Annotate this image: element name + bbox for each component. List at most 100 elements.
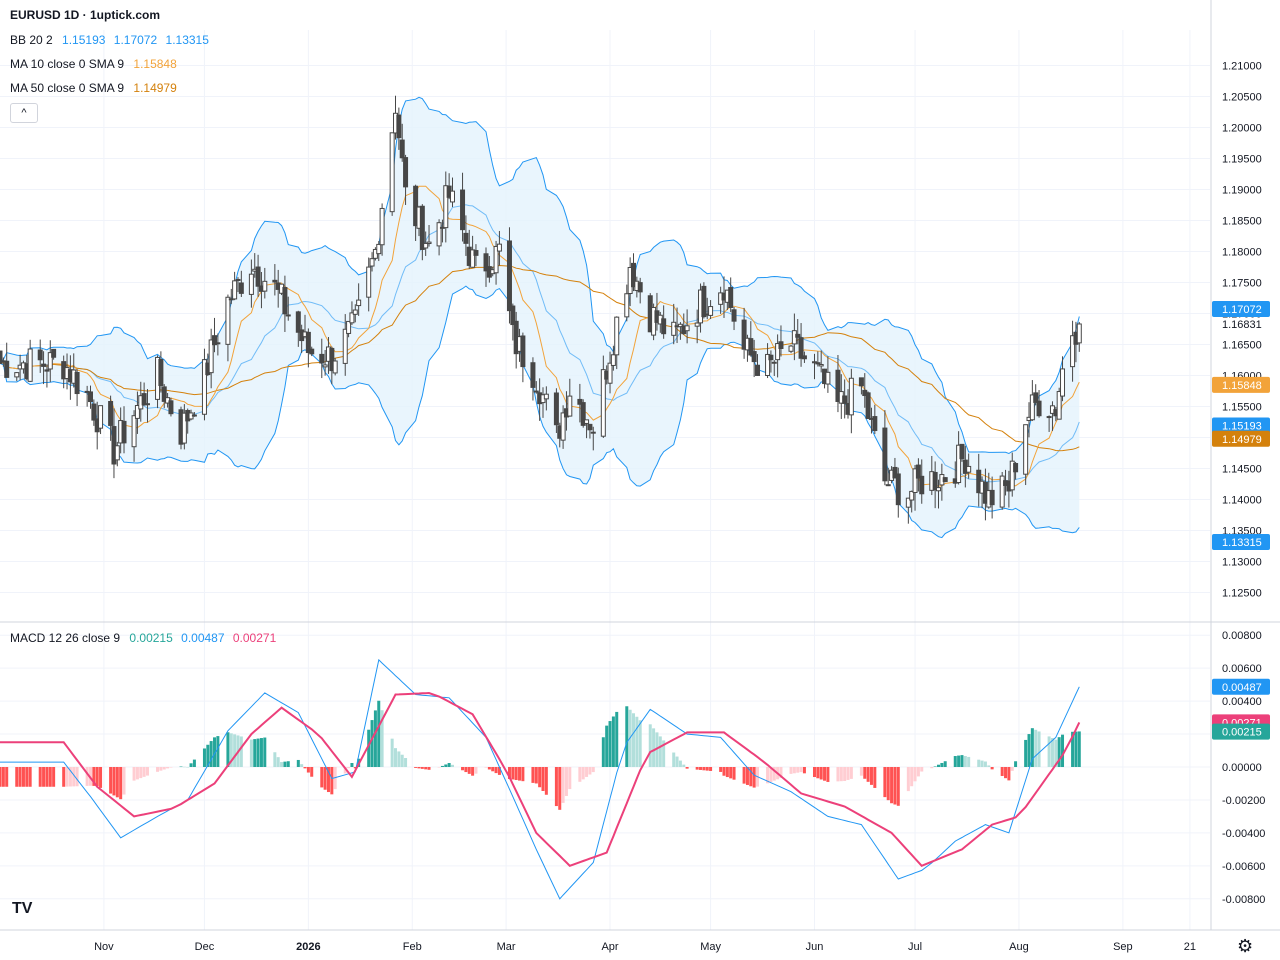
macd-hist-bar <box>802 767 806 774</box>
macd-label: 0.00215 <box>1222 727 1262 739</box>
candle-body <box>111 426 117 465</box>
candle-body <box>909 490 915 501</box>
macd-hist-bar <box>883 767 887 798</box>
last-price-label: 1.16831 <box>1222 319 1262 331</box>
candle-body <box>798 337 804 359</box>
macd-hist-bar <box>913 767 917 782</box>
candle-body <box>684 325 690 332</box>
ma10-line <box>0 185 1080 488</box>
candle-body <box>1076 323 1082 344</box>
candle-body <box>443 185 449 229</box>
macd-hist-bar <box>581 767 585 780</box>
candle-body <box>778 341 784 350</box>
candle-body <box>319 353 325 364</box>
macd-hist-bar <box>967 756 971 767</box>
macd-hist-bar <box>1024 739 1028 767</box>
macd-hist-bar <box>544 767 548 795</box>
x-tick-label: Nov <box>94 941 114 953</box>
macd-hist-bar <box>320 767 324 788</box>
macd-hist-bar <box>766 767 770 784</box>
macd-hist-bar <box>166 767 170 769</box>
candle-body <box>1070 335 1076 368</box>
macd-tick-label: 0.00000 <box>1222 762 1262 774</box>
chevron-up-icon[interactable]: ^ <box>10 103 38 123</box>
price-tick-label: 1.17500 <box>1222 278 1262 290</box>
legend-ma10[interactable]: MA 10 close 0 SMA 9 1.15848 <box>10 57 182 71</box>
macd-hist-bar <box>849 767 853 779</box>
macd-hist-bar <box>464 767 468 773</box>
candle-body <box>483 253 489 272</box>
macd-hist-bar <box>330 767 334 795</box>
macd-hist-bar <box>1007 767 1011 781</box>
candle-body <box>882 427 888 482</box>
tradingview-logo-icon[interactable]: TV <box>12 900 33 917</box>
candle-body <box>956 444 962 484</box>
macd-hist-bar <box>467 767 471 774</box>
macd-hist-bar <box>699 767 703 770</box>
macd-hist-bar <box>521 767 525 782</box>
macd-hist-bar <box>977 759 981 767</box>
legend-ma50[interactable]: MA 50 close 0 SMA 9 1.14979 <box>10 81 182 95</box>
macd-hist-bar <box>682 764 686 767</box>
candle-body <box>671 321 677 336</box>
macd-hist-bar <box>846 767 850 780</box>
macd-hist-bar <box>541 767 545 791</box>
macd-hist-bar <box>135 767 139 780</box>
chart-title: EURUSD 1D · 1uptick.com <box>10 8 161 22</box>
macd-hist-bar <box>658 736 662 767</box>
macd-hist-bar <box>450 764 454 767</box>
legend-macd[interactable]: MACD 12 26 close 9 0.00215 0.00487 0.002… <box>10 631 281 645</box>
candle-body <box>158 359 164 386</box>
macd-hist-bar <box>672 752 676 767</box>
macd-hist-bar <box>906 767 910 792</box>
candle-body <box>225 296 231 345</box>
macd-hist-bar <box>1027 734 1031 767</box>
candle-body <box>41 363 47 367</box>
candle-body <box>305 331 311 354</box>
candle-body <box>771 361 777 364</box>
legend-bb[interactable]: BB 20 2 1.15193 1.17072 1.13315 <box>10 33 214 47</box>
candle-body <box>369 258 375 267</box>
macd-hist-bar <box>420 767 424 769</box>
macd-hist-bar <box>933 766 937 767</box>
macd-hist-bar <box>843 767 847 781</box>
candle-body <box>144 403 150 406</box>
candle-body <box>999 475 1005 508</box>
macd-hist-bar <box>350 763 354 767</box>
macd-hist-bar <box>487 767 491 770</box>
candle-body <box>423 242 429 249</box>
macd-hist-bar <box>1047 736 1051 767</box>
candle-body <box>37 349 43 361</box>
macd-tick-label: 0.00800 <box>1222 630 1262 642</box>
macd-hist-bar <box>447 763 451 767</box>
candle-body <box>624 293 630 318</box>
candle-body <box>543 393 549 400</box>
macd-hist-bar <box>568 767 572 790</box>
macd-tick-label: -0.00400 <box>1222 828 1265 840</box>
macd-hist-bar <box>953 756 957 767</box>
candle-body <box>989 489 995 506</box>
candle-body <box>1046 416 1052 419</box>
macd-hist-bar <box>263 737 267 767</box>
price-label: 1.17072 <box>1222 304 1262 316</box>
macd-hist-bar <box>789 767 793 774</box>
candle-body <box>577 398 583 405</box>
macd-hist-bar <box>839 767 843 782</box>
macd-hist-bar <box>823 767 827 781</box>
candle-body <box>1060 368 1066 397</box>
macd-hist-bar <box>414 767 418 768</box>
macd-hist-bar <box>1077 731 1081 767</box>
gear-icon[interactable]: ⚙ <box>1237 936 1254 956</box>
candle-body <box>235 278 241 281</box>
bb-fill <box>0 97 1080 538</box>
candle-body <box>27 348 33 382</box>
candle-body <box>959 443 965 460</box>
macd-hist-bar <box>719 767 723 772</box>
macd-hist-bar <box>859 767 863 776</box>
candle-body <box>496 243 502 252</box>
macd-hist-bar <box>816 767 820 779</box>
candle-body <box>4 360 10 378</box>
candle-body <box>567 395 573 417</box>
